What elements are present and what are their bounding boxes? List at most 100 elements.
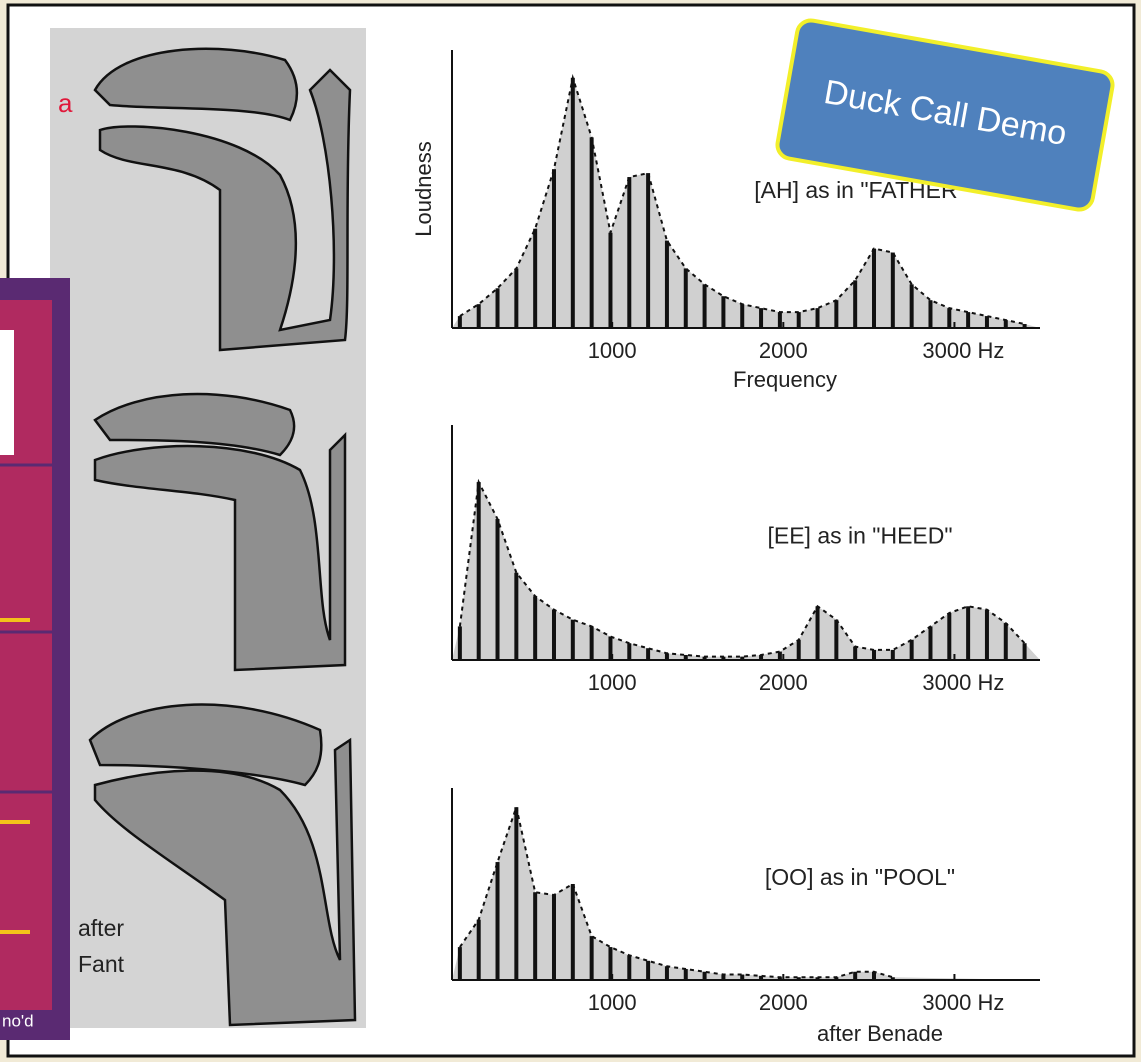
harmonic-bar — [853, 646, 858, 660]
x-axis-label: Frequency — [733, 367, 837, 392]
x-tick-label: 1000 — [588, 990, 637, 1015]
harmonic-bar — [495, 519, 500, 660]
harmonic-bar — [872, 971, 877, 980]
harmonic-bar — [664, 240, 669, 328]
harmonic-bar — [495, 862, 500, 980]
harmonic-bar — [702, 656, 707, 660]
harmonic-bar — [796, 977, 801, 980]
panel-dividers — [0, 463, 52, 794]
x-tick-label: 2000 — [759, 990, 808, 1015]
envelope-fill — [452, 482, 1040, 660]
chart-title: [EE] as in "HEED" — [767, 523, 952, 549]
harmonic-bar — [777, 312, 782, 328]
x-tick-label: 2000 — [759, 338, 808, 363]
harmonic-bar — [476, 482, 481, 660]
harmonic-bar — [702, 971, 707, 980]
envelope — [459, 803, 894, 979]
harmonic-bar — [589, 626, 594, 660]
harmonic-bar — [551, 609, 556, 660]
harmonic-bar — [608, 232, 613, 328]
harmonic-bar — [476, 919, 481, 980]
harmonic-bar — [646, 173, 651, 328]
harmonic-bar — [1003, 320, 1008, 328]
harmonic-bar — [608, 947, 613, 980]
credit: Fant — [78, 951, 125, 977]
charts: 1000 2000 3000 Hz[AH] as in "FATHER"Freque… — [411, 50, 1040, 1046]
vocal-tract-drawings — [88, 47, 357, 1027]
panel-text: no'd — [2, 1011, 34, 1030]
harmonic-bar — [853, 971, 858, 980]
harmonic-bar — [815, 606, 820, 660]
y-axis-label: Loudness — [411, 141, 436, 236]
harmonic-bar — [683, 268, 688, 328]
harmonic-bar — [570, 619, 575, 660]
harmonic-bar — [759, 975, 764, 980]
harmonic-bar — [495, 288, 500, 328]
harmonic-bar — [1022, 643, 1027, 660]
harmonic-bar — [928, 300, 933, 328]
harmonic-bar — [834, 619, 839, 660]
harmonic-bar — [721, 656, 726, 660]
harmonic-bar — [533, 228, 538, 328]
credit: after — [78, 915, 124, 941]
harmonic-bar — [777, 977, 782, 980]
chart-title: [OO] as in "POOL" — [765, 864, 955, 890]
harmonic-bar — [646, 648, 651, 660]
harmonic-bar — [984, 609, 989, 660]
harmonic-bar — [834, 300, 839, 328]
harmonic-bar — [890, 252, 895, 328]
harmonic-bar — [966, 312, 971, 328]
harmonic-bar — [759, 654, 764, 660]
harmonic-bar — [777, 651, 782, 660]
harmonic-bar — [551, 169, 556, 328]
harmonic-bar — [721, 296, 726, 328]
envelope — [458, 478, 1026, 658]
harmonic-bar — [664, 653, 669, 660]
harmonic-bar — [1022, 324, 1027, 328]
envelope — [459, 73, 1025, 326]
harmonic-bar — [683, 969, 688, 980]
harmonic-bar — [909, 639, 914, 660]
harmonic-bar — [551, 894, 556, 980]
x-tick-label: 3000 Hz — [922, 338, 1004, 363]
x-tick-label: 1000 — [588, 670, 637, 695]
envelope-fill — [452, 807, 1040, 980]
harmonic-bar — [947, 613, 952, 660]
harmonic-bar — [457, 316, 462, 328]
x-tick-label: 2000 — [759, 670, 808, 695]
harmonic-bar — [608, 636, 613, 660]
harmonic-bar — [984, 316, 989, 328]
harmonic-bar — [683, 654, 688, 660]
harmonic-bar — [476, 304, 481, 328]
x-tick-label: 1000 — [588, 338, 637, 363]
harmonic-bar — [533, 596, 538, 660]
harmonic-bar — [815, 308, 820, 328]
harmonic-bar — [627, 177, 632, 328]
harmonic-bar — [872, 248, 877, 328]
vowel-label: a — [58, 88, 73, 118]
harmonic-bar — [759, 308, 764, 328]
harmonic-bar — [702, 284, 707, 328]
panel-box — [0, 330, 14, 455]
side-panel: no'd — [0, 278, 70, 1040]
harmonic-bar — [589, 137, 594, 328]
harmonic-bar — [853, 280, 858, 328]
callout[interactable]: Duck Call Demo — [775, 18, 1115, 212]
harmonic-bar — [947, 308, 952, 328]
harmonic-bar — [740, 304, 745, 328]
harmonic-bar — [890, 977, 895, 980]
chart-note: after Benade — [817, 1021, 943, 1046]
harmonic-bar — [457, 626, 462, 660]
harmonic-bar — [909, 284, 914, 328]
harmonic-bar — [740, 974, 745, 980]
harmonic-bar — [570, 77, 575, 328]
harmonic-bar — [457, 947, 462, 980]
harmonic-bar — [514, 268, 519, 328]
callout-box[interactable] — [775, 18, 1115, 212]
harmonic-bar — [627, 955, 632, 980]
harmonic-bar — [834, 977, 839, 980]
harmonic-bar — [966, 606, 971, 660]
harmonic-bar — [533, 892, 538, 980]
